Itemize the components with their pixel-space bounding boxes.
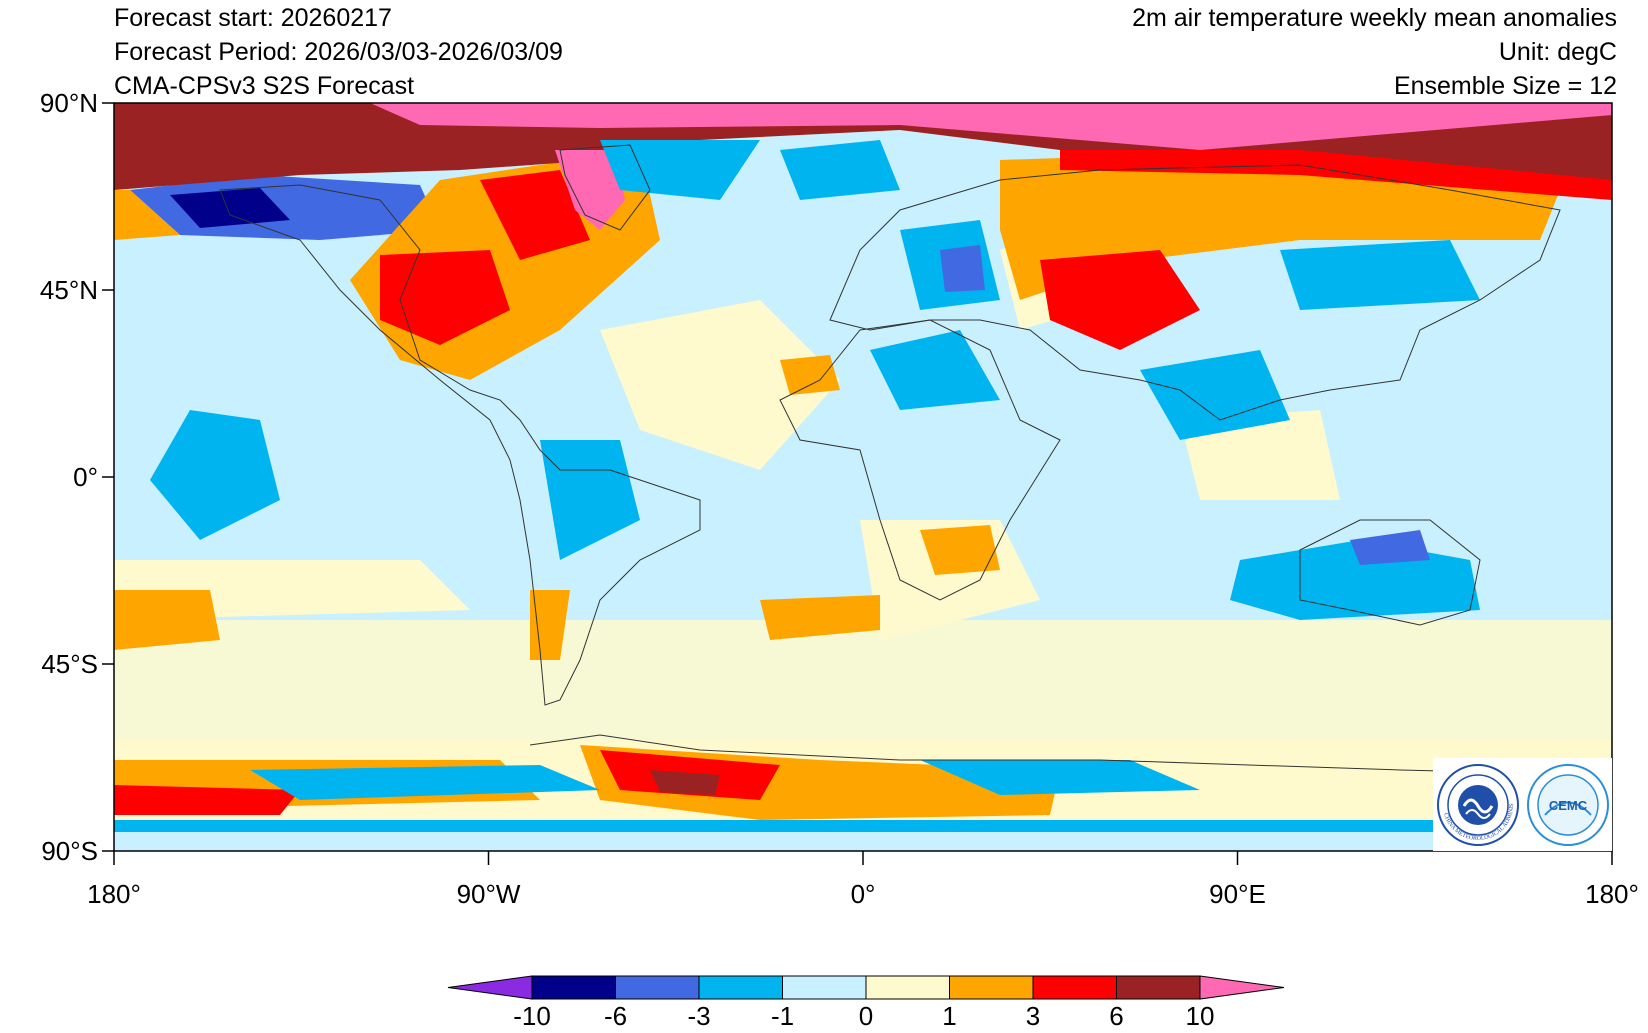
colorbar-box [615, 975, 700, 1000]
patch-cold-antarctic-2 [920, 760, 1200, 795]
colorbar-box [949, 975, 1034, 1000]
patch-cold-5 [1280, 240, 1480, 310]
cemc-logo: CEMC [1527, 764, 1609, 846]
patch-cold-antarctic-1 [250, 765, 600, 800]
lon-tick-label: 180° [87, 879, 141, 909]
colorbar-label: 6 [1109, 1001, 1123, 1031]
patch-neutral-2 [600, 300, 840, 470]
header-left: Forecast start: 20260217 Forecast Period… [114, 2, 563, 104]
patch-hot-canada [480, 170, 590, 260]
patch-cold-3 [870, 330, 1000, 410]
patch-hot-antarctic-west [114, 785, 300, 815]
patch-hot-central-asia [1040, 250, 1200, 350]
lon-tick-label: 0° [851, 879, 876, 909]
forecast-period: Forecast Period: 2026/03/03-2026/03/09 [114, 38, 563, 66]
lat-tick-label: 90°N [40, 88, 98, 118]
patch-warm-asia [1000, 150, 1560, 300]
model-name: CMA-CPSv3 S2S Forecast [114, 72, 415, 100]
unit-label: Unit: degC [1498, 38, 1617, 66]
colorbar-label: -10 [513, 1001, 551, 1031]
patch-warm-sahara [780, 355, 840, 395]
latitude-axis: 90°N 45°N 0° 45°S 90°S [40, 88, 114, 866]
ensemble-size: Ensemble Size = 12 [1393, 72, 1617, 100]
colorbar-labels: -10 -6 -3 -1 0 1 3 6 10 [513, 1001, 1214, 1031]
cemc-logo-text: CEMC [1549, 798, 1588, 813]
patch-antarctic-south-edge [114, 832, 1612, 851]
patch-warm-south-atlantic [760, 595, 880, 640]
colorbar-label: -3 [687, 1001, 710, 1031]
map-field [114, 103, 1612, 851]
patch-cold-1 [150, 410, 280, 540]
coastline-americas [219, 184, 701, 706]
coastline-antarctica [529, 734, 1612, 776]
lat-tick-label: 90°S [41, 836, 98, 866]
patch-coldest-alaska [170, 188, 290, 228]
patch-warm-pacific [114, 190, 180, 240]
lat-tick-label: 0° [73, 462, 98, 492]
patch-warm-south-pacific [114, 590, 220, 650]
coastline-greenland [559, 144, 651, 231]
patch-neutral-south [114, 620, 1612, 740]
patch-warm-patagonia [530, 590, 570, 660]
colorbar-box [782, 975, 867, 1000]
lat-tick-label: 45°N [40, 275, 98, 305]
patch-cold-4 [1140, 350, 1290, 440]
lon-tick-label: 90°E [1209, 879, 1266, 909]
colorbar-label: -1 [771, 1001, 794, 1031]
patch-arctic-very-extreme [370, 103, 1612, 150]
forecast-start: Forecast start: 20260217 [114, 4, 392, 32]
colorbar-box [1116, 975, 1201, 1000]
patch-warm-south-africa [920, 525, 1000, 575]
colorbar-box [1032, 975, 1117, 1000]
colorbar-label: -6 [604, 1001, 627, 1031]
colorbar-box [698, 975, 783, 1000]
patch-colder-europe [940, 245, 985, 292]
colorbar-label: 10 [1186, 1001, 1215, 1031]
patch-greenland-extreme [555, 150, 625, 230]
colorbar-label: 3 [1026, 1001, 1040, 1031]
header-right: 2m air temperature weekly mean anomalies… [1132, 2, 1617, 104]
patch-cold-greenland-sea [600, 140, 760, 200]
colorbar-label: 0 [859, 1001, 873, 1031]
colorbar-label: 1 [942, 1001, 956, 1031]
coastline-africa [779, 319, 1061, 601]
lon-tick-label: 180° [1585, 879, 1639, 909]
lon-tick-label: 90°W [457, 879, 521, 909]
patch-cold-nordic [780, 140, 900, 200]
patch-hot-north-america [380, 250, 510, 345]
lat-tick-label: 45°S [41, 649, 98, 679]
colorbar-box [865, 975, 950, 1000]
patch-colder-australia [1350, 530, 1430, 565]
variable-title: 2m air temperature weekly mean anomalies [1132, 4, 1617, 32]
coastline-australia [1299, 519, 1481, 626]
longitude-axis: 180° 90°W 0° 90°E 180° [87, 851, 1639, 909]
coastline-eurasia [829, 164, 1561, 421]
colorbar-right-arrow [1199, 975, 1285, 1000]
patch-extreme-antarctic [650, 770, 720, 795]
colorbar-boxes [447, 975, 1285, 1000]
colorbar-box [531, 975, 616, 1000]
coastlines [219, 144, 1612, 776]
colorbar-left-arrow [447, 975, 533, 1000]
